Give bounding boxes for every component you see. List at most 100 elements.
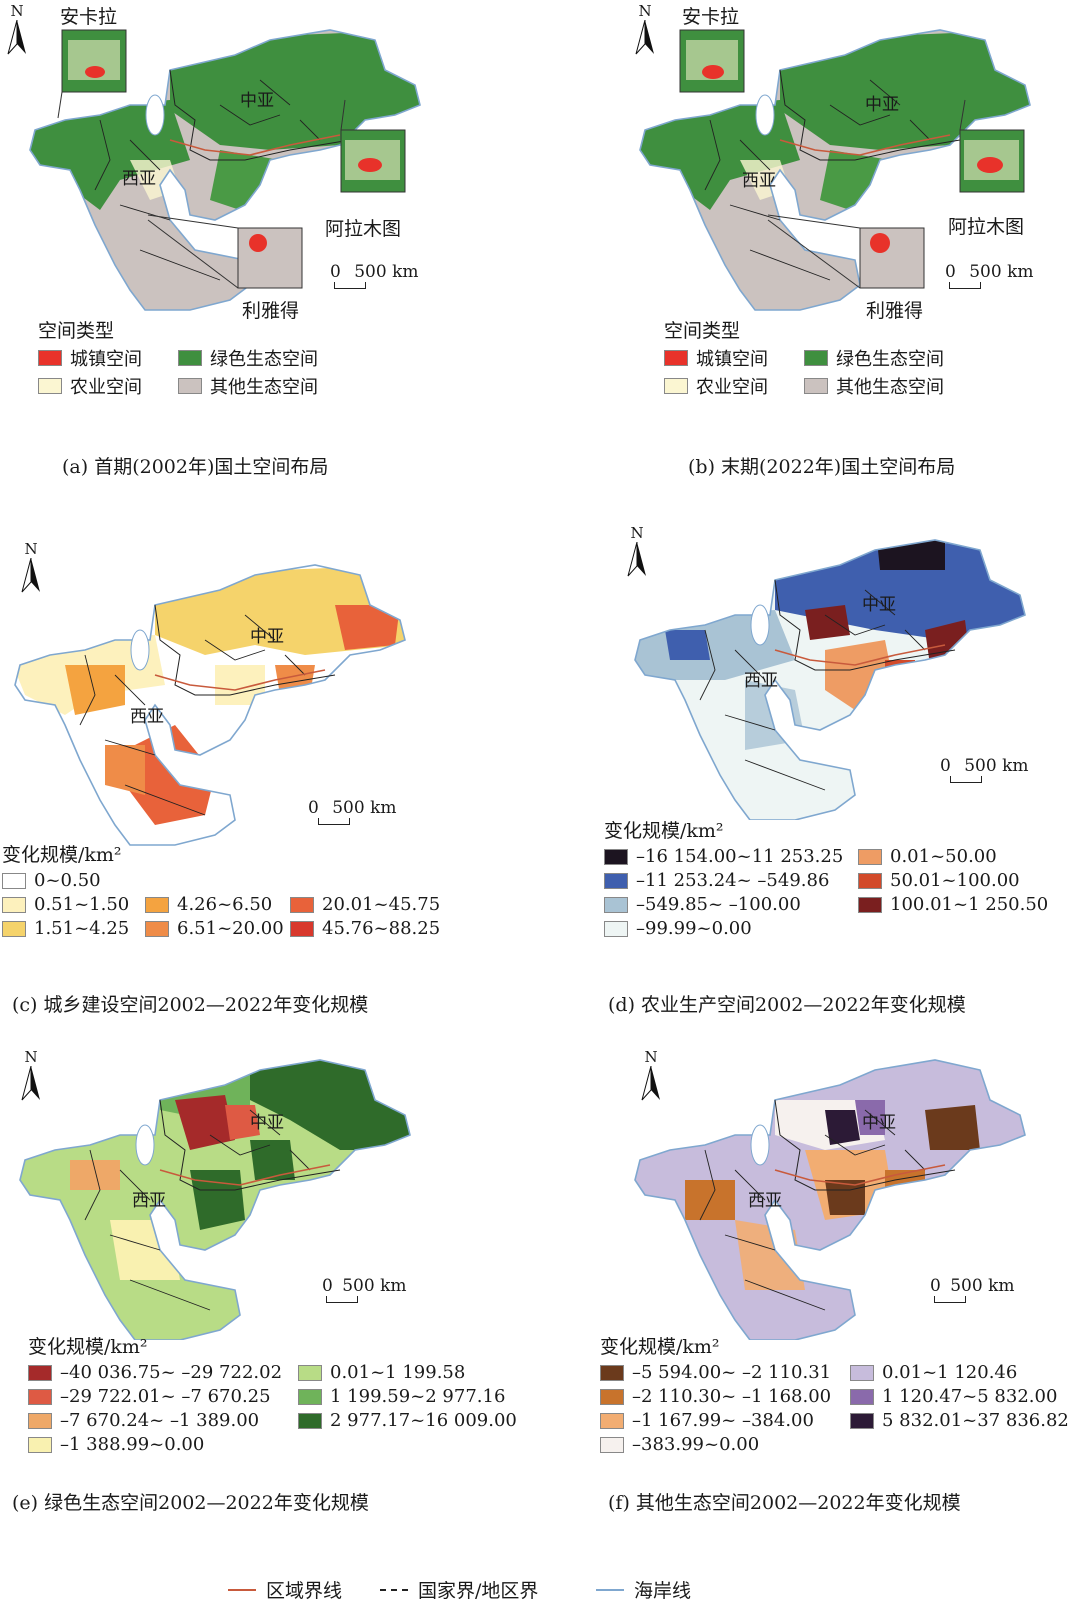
scale-zero: 0 [940, 756, 951, 776]
scale-zero: 0 [930, 1276, 941, 1296]
legend-label: –5 594.00~ –2 110.31 [632, 1362, 832, 1383]
line-legend: 区域界线 国家界/地区界 海岸线 [0, 1576, 1080, 1606]
north-arrow: N [20, 540, 42, 598]
legend-item: –1 388.99~0.00 [28, 1434, 204, 1455]
legend-label: 农业空间 [70, 377, 142, 398]
legend-label: –29 722.01~ –7 670.25 [60, 1386, 271, 1407]
legend-label: 0.01~50.00 [890, 846, 997, 867]
legend-swatch [600, 1436, 624, 1453]
legend-swatch [298, 1388, 322, 1405]
legend-label: 绿色生态空间 [210, 349, 318, 370]
legend-label: 20.01~45.75 [322, 894, 441, 915]
legend-swatch [38, 378, 62, 394]
legend-swatch [178, 350, 202, 366]
legend-item: 1.51~4.25 [2, 918, 129, 939]
legend-swatch [600, 1388, 624, 1405]
legend-swatch [2, 920, 26, 937]
legend-item: 0~0.50 [2, 870, 101, 891]
legend-label: –549.85~ –100.00 [636, 894, 801, 915]
legend-label: 其他生态空间 [836, 377, 944, 398]
legend-swatch [2, 872, 26, 889]
north-arrow-icon [635, 19, 654, 55]
scale-distance: 500 km [354, 262, 419, 282]
legend-label: 45.76~88.25 [322, 918, 441, 939]
scale-zero: 0 [322, 1276, 333, 1296]
scale-distance: 500 km [969, 262, 1034, 282]
legend-label: 0~0.50 [34, 870, 101, 891]
legend-item: 20.01~45.75 [290, 894, 440, 915]
legend-item: 45.76~88.25 [290, 918, 440, 939]
legend-label: –7 670.24~ –1 389.00 [60, 1410, 260, 1431]
north-arrow-icon [7, 19, 26, 55]
legend-swatch [600, 1412, 624, 1429]
legend-item: –383.99~0.00 [600, 1434, 759, 1455]
line-legend-item: 区域界线 [228, 1576, 342, 1603]
scale-bar: 0 500 km [940, 756, 1029, 783]
scale-zero: 0 [308, 798, 319, 818]
north-arrow: N [634, 2, 656, 60]
line-legend-label: 海岸线 [634, 1580, 692, 1602]
legend-label: 城镇空间 [70, 349, 142, 370]
legend-swatch [178, 378, 202, 394]
label-central-asia: 中亚 [250, 1113, 284, 1133]
legend-e-title: 变化规模/km² [28, 1336, 148, 1358]
label-almaty: 阿拉木图 [325, 218, 402, 240]
label-west-asia: 西亚 [132, 1191, 166, 1211]
legend-item: –5 594.00~ –2 110.31 [600, 1362, 831, 1383]
legend-item: –16 154.00~11 253.25 [604, 846, 843, 867]
label-central-asia: 中亚 [862, 595, 896, 615]
legend-swatch [145, 896, 169, 913]
legend-label: –16 154.00~11 253.25 [636, 846, 844, 867]
scale-bar: 0 500 km [930, 1276, 1015, 1303]
legend-item: –29 722.01~ –7 670.25 [28, 1386, 271, 1407]
map-b [639, 29, 1031, 311]
legend-swatch [604, 848, 628, 865]
label-west-asia: 西亚 [744, 671, 778, 691]
scale-distance: 500 km [950, 1276, 1015, 1296]
caption-d: (d) 农业生产空间2002—2022年变化规模 [608, 994, 966, 1016]
legend-label: 1 120.47~5 832.00 [882, 1386, 1058, 1407]
legend-label: –2 110.30~ –1 168.00 [632, 1386, 832, 1407]
legend-label: –40 036.75~ –29 722.02 [60, 1362, 283, 1383]
legend-item: 农业空间 [38, 373, 142, 399]
map-c [14, 564, 406, 846]
region-boundary-line-icon [228, 1588, 256, 1591]
space-legend-title: 空间类型 [38, 320, 115, 342]
caption-a: (a) 首期(2002年)国土空间布局 [62, 456, 329, 478]
map-d [634, 539, 1026, 820]
north-label: N [24, 540, 38, 558]
legend-item: 0.01~50.00 [858, 846, 997, 867]
coastline-line-icon [596, 1588, 624, 1591]
legend-swatch [28, 1388, 52, 1405]
legend-swatch [600, 1364, 624, 1381]
north-arrow-icon [627, 541, 646, 577]
legend-swatch [850, 1412, 874, 1429]
label-central-asia: 中亚 [862, 1113, 896, 1133]
legend-label: –1 167.99~ –384.00 [632, 1410, 814, 1431]
label-riyadh: 利雅得 [242, 300, 300, 322]
north-arrow: N [20, 1048, 42, 1106]
label-almaty: 阿拉木图 [948, 216, 1025, 238]
legend-item: 绿色生态空间 [178, 345, 318, 371]
label-west-asia: 西亚 [130, 707, 164, 727]
north-label: N [644, 1048, 658, 1066]
legend-item: 农业空间 [664, 373, 768, 399]
legend-item: 0.01~1 120.46 [850, 1362, 1017, 1383]
scale-zero: 0 [945, 262, 956, 282]
caption-b: (b) 末期(2022年)国土空间布局 [688, 456, 956, 478]
legend-item: 城镇空间 [664, 345, 768, 371]
legend-item: 50.01~100.00 [858, 870, 1020, 891]
legend-swatch [28, 1412, 52, 1429]
label-central-asia: 中亚 [865, 95, 899, 115]
legend-swatch [858, 872, 882, 889]
north-label: N [24, 1048, 38, 1066]
legend-swatch [145, 920, 169, 937]
north-arrow: N [640, 1048, 662, 1106]
legend-item: –2 110.30~ –1 168.00 [600, 1386, 831, 1407]
legend-label: 50.01~100.00 [890, 870, 1020, 891]
legend-swatch [858, 848, 882, 865]
legend-swatch [604, 896, 628, 913]
legend-item: 1 120.47~5 832.00 [850, 1386, 1057, 1407]
legend-item: 0.01~1 199.58 [298, 1362, 465, 1383]
legend-label: –11 253.24~ –549.86 [636, 870, 830, 891]
